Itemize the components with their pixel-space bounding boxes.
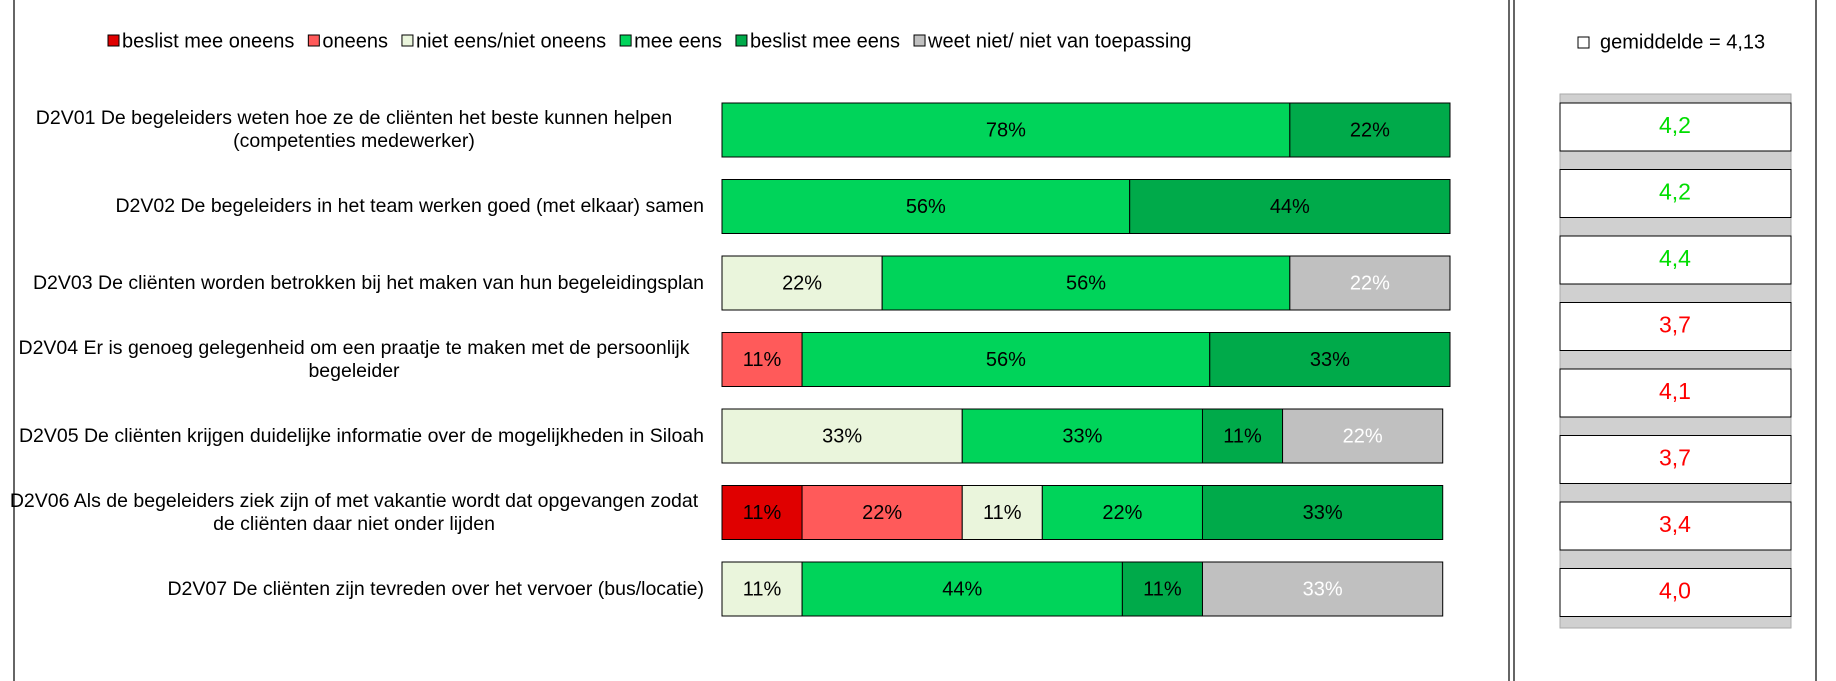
bar-segment: [1041, 485, 1203, 540]
avg-legend-swatch: [1577, 36, 1590, 49]
bar-segment: [881, 255, 1291, 311]
category-label: D2V04 Er is genoeg gelegenheid om een pr…: [4, 337, 704, 383]
data-label: 22%: [782, 272, 822, 294]
bar-segment: [721, 485, 803, 540]
avg-label: 4,2: [1659, 112, 1691, 138]
side-frame: [1513, 0, 1817, 681]
data-label: 78%: [986, 119, 1026, 141]
category-label: D2V03 De cliënten worden betrokken bij h…: [4, 272, 704, 295]
legend-label: oneens: [322, 30, 388, 52]
legend-label: weet niet/ niet van toepassing: [927, 30, 1192, 52]
bar-segment: [801, 561, 1123, 617]
bar-segment: [721, 561, 803, 617]
legend-swatch: [401, 34, 414, 47]
avg-label: 4,1: [1659, 378, 1691, 404]
bar-segment: [721, 179, 1131, 234]
category-text: D2V04 Er is genoeg gelegenheid om een pr…: [18, 336, 690, 382]
data-label: 11%: [743, 502, 782, 524]
category-text: D2V06 Als de begeleiders ziek zijn of me…: [9, 489, 699, 535]
bar-segment: [1289, 255, 1451, 311]
avg-label: 4,4: [1659, 245, 1691, 271]
data-label: 56%: [906, 196, 946, 218]
legend-label: beslist mee oneens: [122, 30, 294, 52]
legend-swatch: [619, 34, 632, 47]
data-label: 44%: [1270, 196, 1310, 218]
avg-box: [1559, 568, 1792, 617]
avg-box: [1559, 368, 1792, 418]
category-label: D2V05 De cliënten krijgen duidelijke inf…: [4, 425, 704, 448]
bar-segment: [961, 485, 1043, 540]
category-label: D2V02 De begeleiders in het team werken …: [4, 195, 704, 218]
bar-segment: [1201, 485, 1444, 540]
category-text: D2V07 De cliënten zijn tevreden over het…: [167, 577, 704, 600]
bar-segment: [721, 255, 883, 311]
bar-segment: [721, 408, 963, 464]
category-text: D2V01 De begeleiders weten hoe ze de cli…: [35, 107, 673, 152]
legend-swatch: [913, 34, 926, 47]
bar-segment: [1209, 332, 1451, 387]
data-label: 33%: [822, 425, 862, 447]
avg-legend-label: gemiddelde = 4,13: [1600, 31, 1765, 53]
data-label: 22%: [862, 502, 902, 524]
data-label: 33%: [1310, 349, 1350, 371]
bar-segment: [1289, 102, 1451, 158]
avg-box: [1559, 169, 1792, 218]
data-label: 22%: [1343, 425, 1383, 447]
legend-swatch: [307, 34, 320, 47]
data-label: 44%: [942, 578, 982, 600]
avg-box: [1559, 235, 1792, 285]
category-text: D2V02 De begeleiders in het team werken …: [115, 195, 704, 217]
data-label: 33%: [1062, 425, 1102, 447]
chart-frame: [13, 0, 1510, 681]
avg-box: [1559, 102, 1792, 152]
category-label: D2V07 De cliënten zijn tevreden over het…: [4, 578, 704, 601]
data-label: 22%: [1350, 119, 1390, 141]
legend-swatch: [735, 34, 748, 47]
bar-segment: [801, 332, 1211, 387]
avg-label: 4,0: [1659, 578, 1691, 604]
data-label: 11%: [983, 502, 1022, 524]
bar-segment: [1121, 561, 1203, 617]
category-text: D2V03 De cliënten worden betrokken bij h…: [32, 271, 704, 294]
legend-label: beslist mee eens: [750, 30, 900, 52]
avg-label: 3,7: [1659, 312, 1691, 338]
category-label: D2V06 Als de begeleiders ziek zijn of me…: [4, 490, 704, 536]
avg-box: [1559, 435, 1792, 484]
avg-label: 3,7: [1659, 445, 1691, 471]
data-label: 11%: [1143, 578, 1182, 600]
bar-segment: [1282, 408, 1444, 464]
data-label: 11%: [1223, 425, 1262, 447]
bar-segment: [961, 408, 1203, 464]
avg-box: [1559, 302, 1792, 351]
bar-segment: [721, 332, 803, 387]
category-label: D2V01 De begeleiders weten hoe ze de cli…: [4, 107, 704, 153]
data-label: 33%: [1303, 502, 1343, 524]
data-label: 56%: [1066, 272, 1106, 294]
data-label: 22%: [1350, 272, 1390, 294]
legend-swatch: [107, 34, 120, 47]
bar-segment: [1201, 408, 1284, 464]
avg-box: [1559, 501, 1792, 551]
avg-label: 4,2: [1659, 179, 1691, 205]
legend-label: niet eens/niet oneens: [416, 30, 606, 52]
avg-label: 3,4: [1659, 511, 1691, 537]
category-text: D2V05 De cliënten krijgen duidelijke inf…: [18, 424, 704, 447]
legend-label: mee eens: [634, 30, 722, 52]
bar-segment: [721, 102, 1291, 158]
data-label: 11%: [743, 578, 782, 600]
data-label: 33%: [1303, 578, 1343, 600]
data-label: 22%: [1102, 502, 1142, 524]
data-label: 11%: [743, 349, 782, 371]
bar-segment: [1129, 179, 1451, 234]
bar-segment: [1201, 561, 1444, 617]
data-label: 56%: [986, 349, 1026, 371]
